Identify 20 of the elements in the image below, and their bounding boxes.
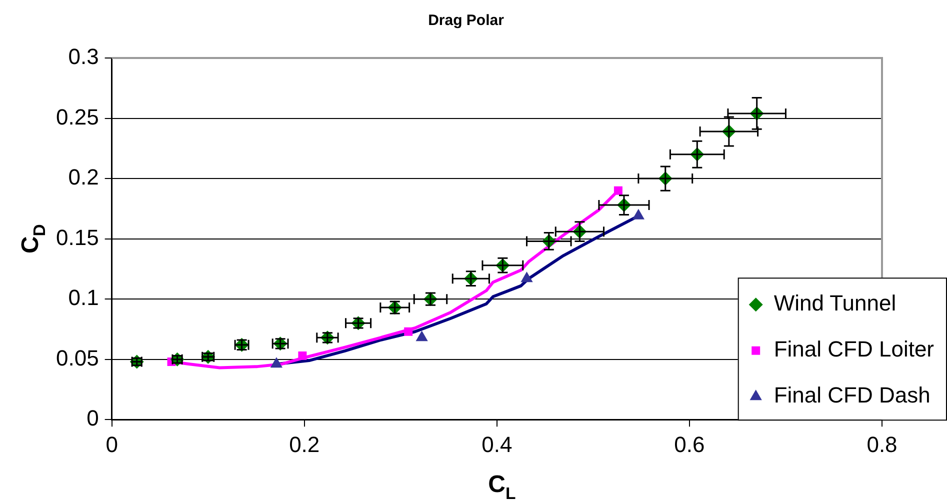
chart-title: Drag Polar [428, 12, 504, 30]
legend-label: Final CFD Dash [774, 382, 930, 408]
legend-label: Final CFD Loiter [774, 336, 934, 362]
x-tick-label: 0 [106, 432, 118, 457]
y-tick-label: 0 [86, 406, 99, 431]
y-tick-label: 0.2 [68, 164, 99, 190]
x-tick-label: 0.4 [482, 432, 512, 457]
legend-label: Wind Tunnel [774, 290, 896, 316]
y-tick-label: 0.05 [56, 345, 99, 370]
x-tick-label: 0.8 [866, 432, 898, 457]
x-tick-label: 0.6 [674, 432, 705, 457]
y-tick-label: 0.3 [68, 44, 99, 70]
point [614, 186, 622, 195]
point [298, 351, 307, 360]
point [404, 327, 413, 336]
y-tick-label: 0.25 [56, 104, 99, 130]
y-axis-title: CD [17, 224, 50, 254]
y-tick-label: 0.15 [56, 224, 99, 250]
y-tick-label: 0.1 [68, 285, 99, 310]
x-tick-label: 0.2 [289, 432, 320, 457]
